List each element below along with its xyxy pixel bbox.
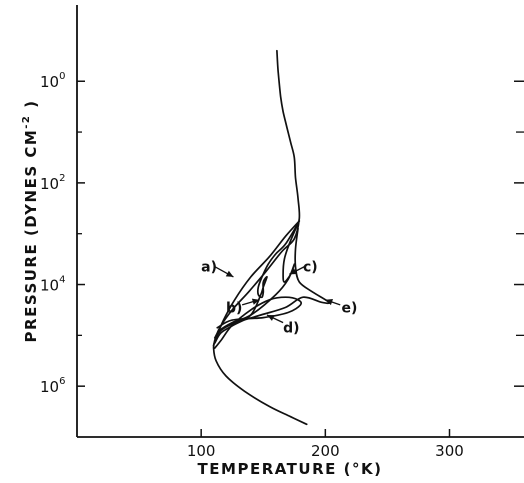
curve-label: b): [226, 300, 242, 316]
series-line: [213, 227, 331, 342]
ticks: [77, 80, 524, 437]
y-axis-label-main: PRESSURE (DYNES CM: [22, 129, 40, 343]
x-tick-label: 200: [311, 442, 340, 460]
curve-label: d): [283, 321, 299, 337]
annotation-arrowhead: [266, 315, 275, 321]
annotation-arrowhead: [289, 268, 298, 275]
x-axis-label: TEMPERATURE (°K): [198, 460, 383, 478]
series-group: [212, 49, 331, 426]
series-line: [213, 296, 303, 349]
y-axis-label: PRESSURE (DYNES CM-2 ): [21, 100, 40, 343]
tick-labels: 100 200 300 100 102 104 106: [40, 71, 464, 460]
annotation-arrowhead: [325, 299, 333, 306]
y-tick-label: 102: [40, 173, 65, 193]
curve-label: e): [341, 300, 357, 316]
y-axis-label-sup: -2: [21, 115, 32, 129]
y-tick-label: 106: [40, 376, 65, 396]
axes: [76, 5, 524, 438]
series-line: [213, 222, 299, 339]
curve-label: c): [303, 260, 318, 276]
y-tick-label: 100: [40, 71, 65, 91]
y-tick-label: 104: [40, 275, 65, 295]
y-axis-label-tail: ): [22, 100, 40, 115]
series-line: [212, 49, 308, 426]
x-tick-label: 300: [435, 442, 464, 460]
x-tick-label: 100: [187, 442, 216, 460]
curve-label: a): [201, 260, 217, 276]
annotations: a) b) c) d) e): [201, 260, 357, 337]
annotation-arrowhead: [225, 270, 234, 277]
annotation-arrowhead: [251, 298, 260, 305]
